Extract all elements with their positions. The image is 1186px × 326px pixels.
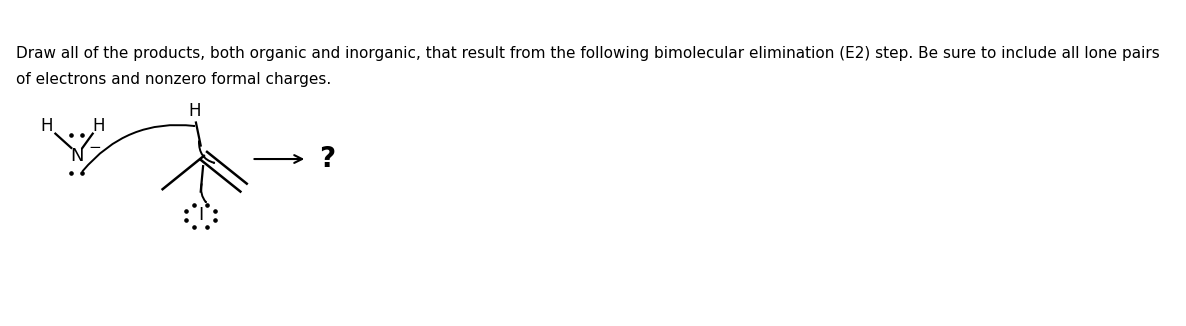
Text: ?: ? [319,145,334,173]
Text: H: H [93,117,106,135]
Text: H: H [40,117,53,135]
Text: N: N [70,147,83,165]
Text: I: I [198,206,203,224]
Text: Draw all of the products, both organic and inorganic, that result from the follo: Draw all of the products, both organic a… [15,46,1160,61]
Text: of electrons and nonzero formal charges.: of electrons and nonzero formal charges. [15,72,331,87]
FancyArrowPatch shape [83,125,195,171]
Text: H: H [189,102,200,120]
FancyArrowPatch shape [202,184,206,202]
FancyArrowPatch shape [199,141,215,163]
Text: −: − [88,141,101,156]
